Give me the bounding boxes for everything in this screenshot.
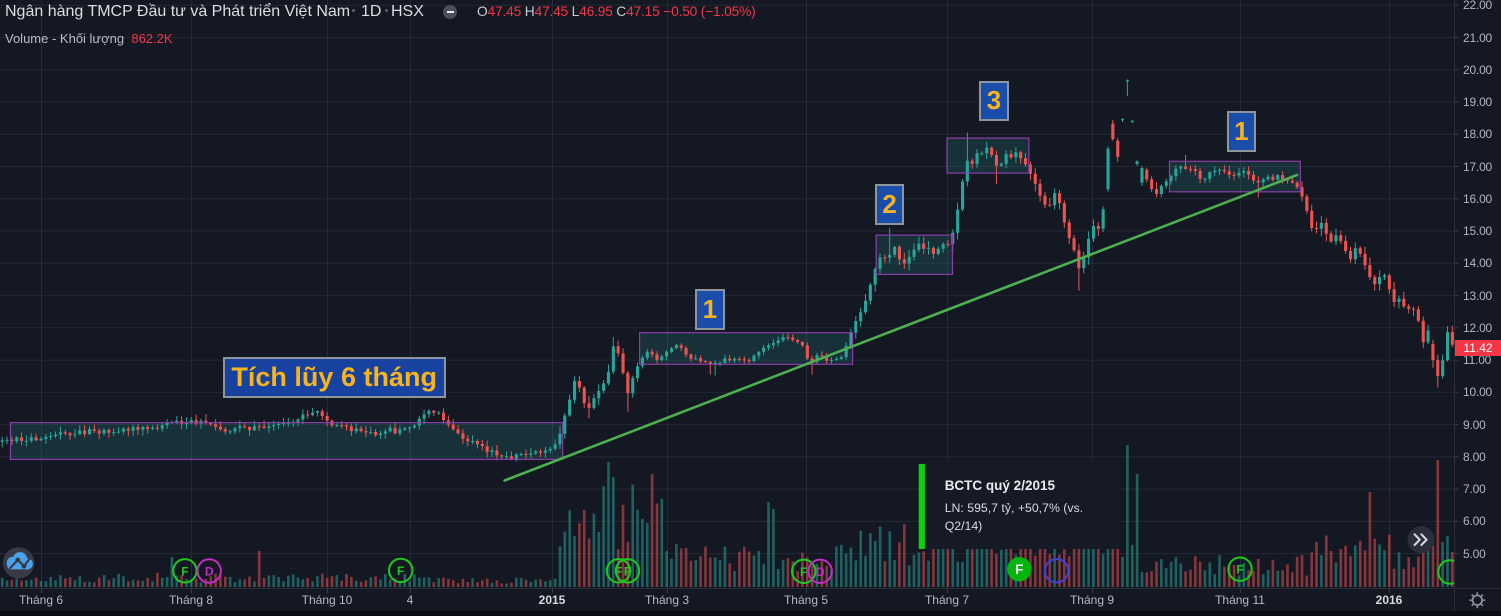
svg-text:F: F xyxy=(181,564,188,578)
svg-text:F: F xyxy=(615,564,622,578)
svg-text:F: F xyxy=(800,565,807,579)
svg-text:F: F xyxy=(624,564,631,578)
svg-text:D: D xyxy=(816,565,825,579)
svg-text:F: F xyxy=(397,564,404,578)
svg-text:D: D xyxy=(205,565,214,579)
svg-text:F: F xyxy=(1015,562,1023,577)
svg-text:F: F xyxy=(1236,563,1243,577)
